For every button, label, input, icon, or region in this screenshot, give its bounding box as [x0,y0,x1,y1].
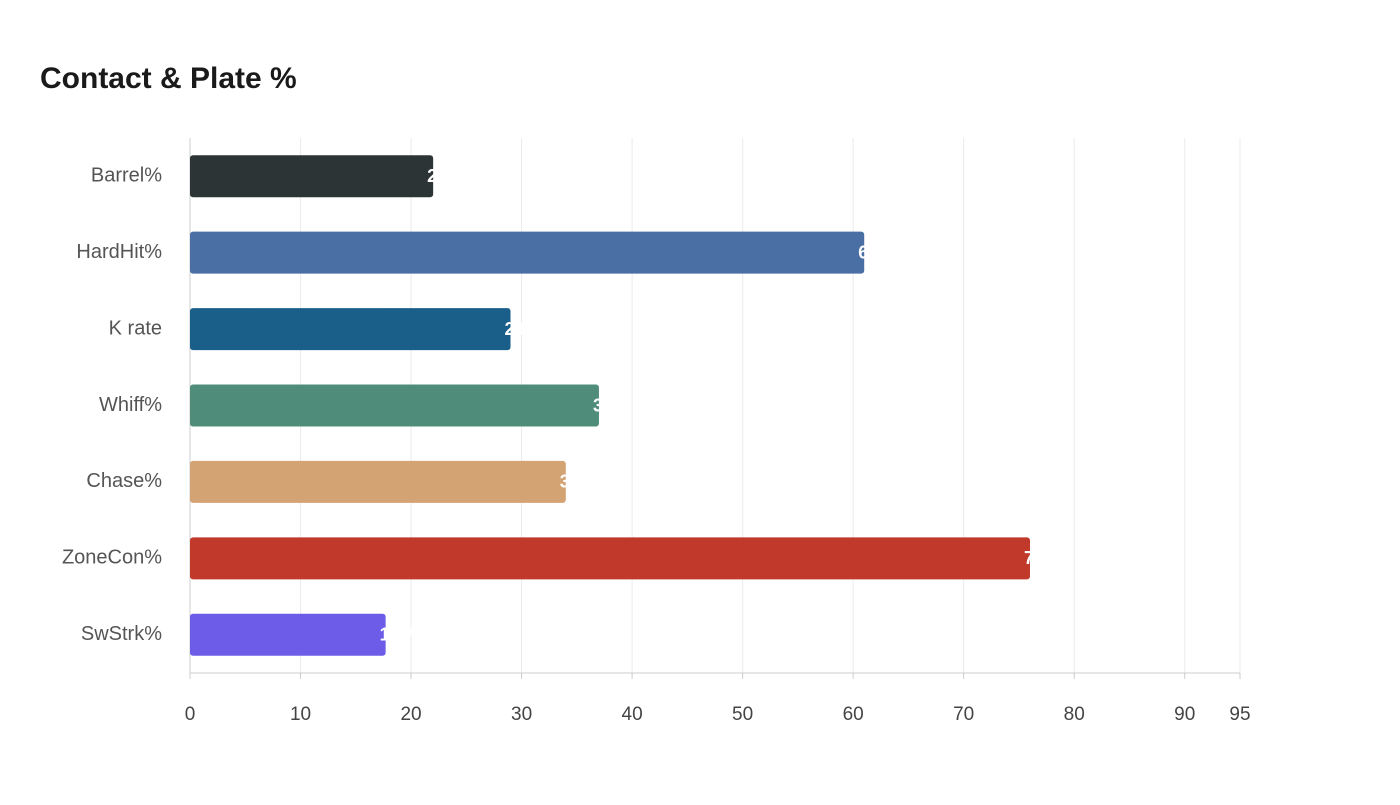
y-tick-label: Barrel% [91,164,162,186]
x-tick-label: 30 [511,704,532,725]
x-tick-label: 90 [1174,704,1195,725]
y-tick-label: ZoneCon% [62,547,162,569]
value-label: 29 [505,319,525,339]
x-tick-label: 60 [843,704,864,725]
y-tick-label: Whiff% [99,394,162,416]
value-label: 22 [427,166,447,186]
bar [190,308,511,351]
bar [190,384,599,427]
value-label: 34 [560,472,580,492]
value-label: 76 [1024,548,1044,568]
x-tick-label: 50 [732,704,753,725]
value-label: 17.7 [380,625,415,645]
value-label: 37 [593,395,613,415]
x-tick-label: 95 [1229,704,1250,725]
x-tick-label: 40 [622,704,643,725]
bar [190,460,566,503]
bar [190,537,1030,580]
y-tick-label: Chase% [86,470,162,492]
x-tick-label: 80 [1064,704,1085,725]
chart-title: Contact & Plate % [40,62,297,95]
bar [190,231,865,274]
value-label: 61 [858,242,878,262]
y-tick-label: SwStrk% [81,623,162,645]
y-tick-label: HardHit% [76,241,162,263]
x-tick-label: 70 [953,704,974,725]
bar [190,155,434,198]
x-tick-label: 20 [400,704,421,725]
x-tick-label: 10 [290,704,311,725]
x-tick-label: 0 [185,704,196,725]
y-tick-label: K rate [109,317,162,339]
bar [190,613,386,656]
